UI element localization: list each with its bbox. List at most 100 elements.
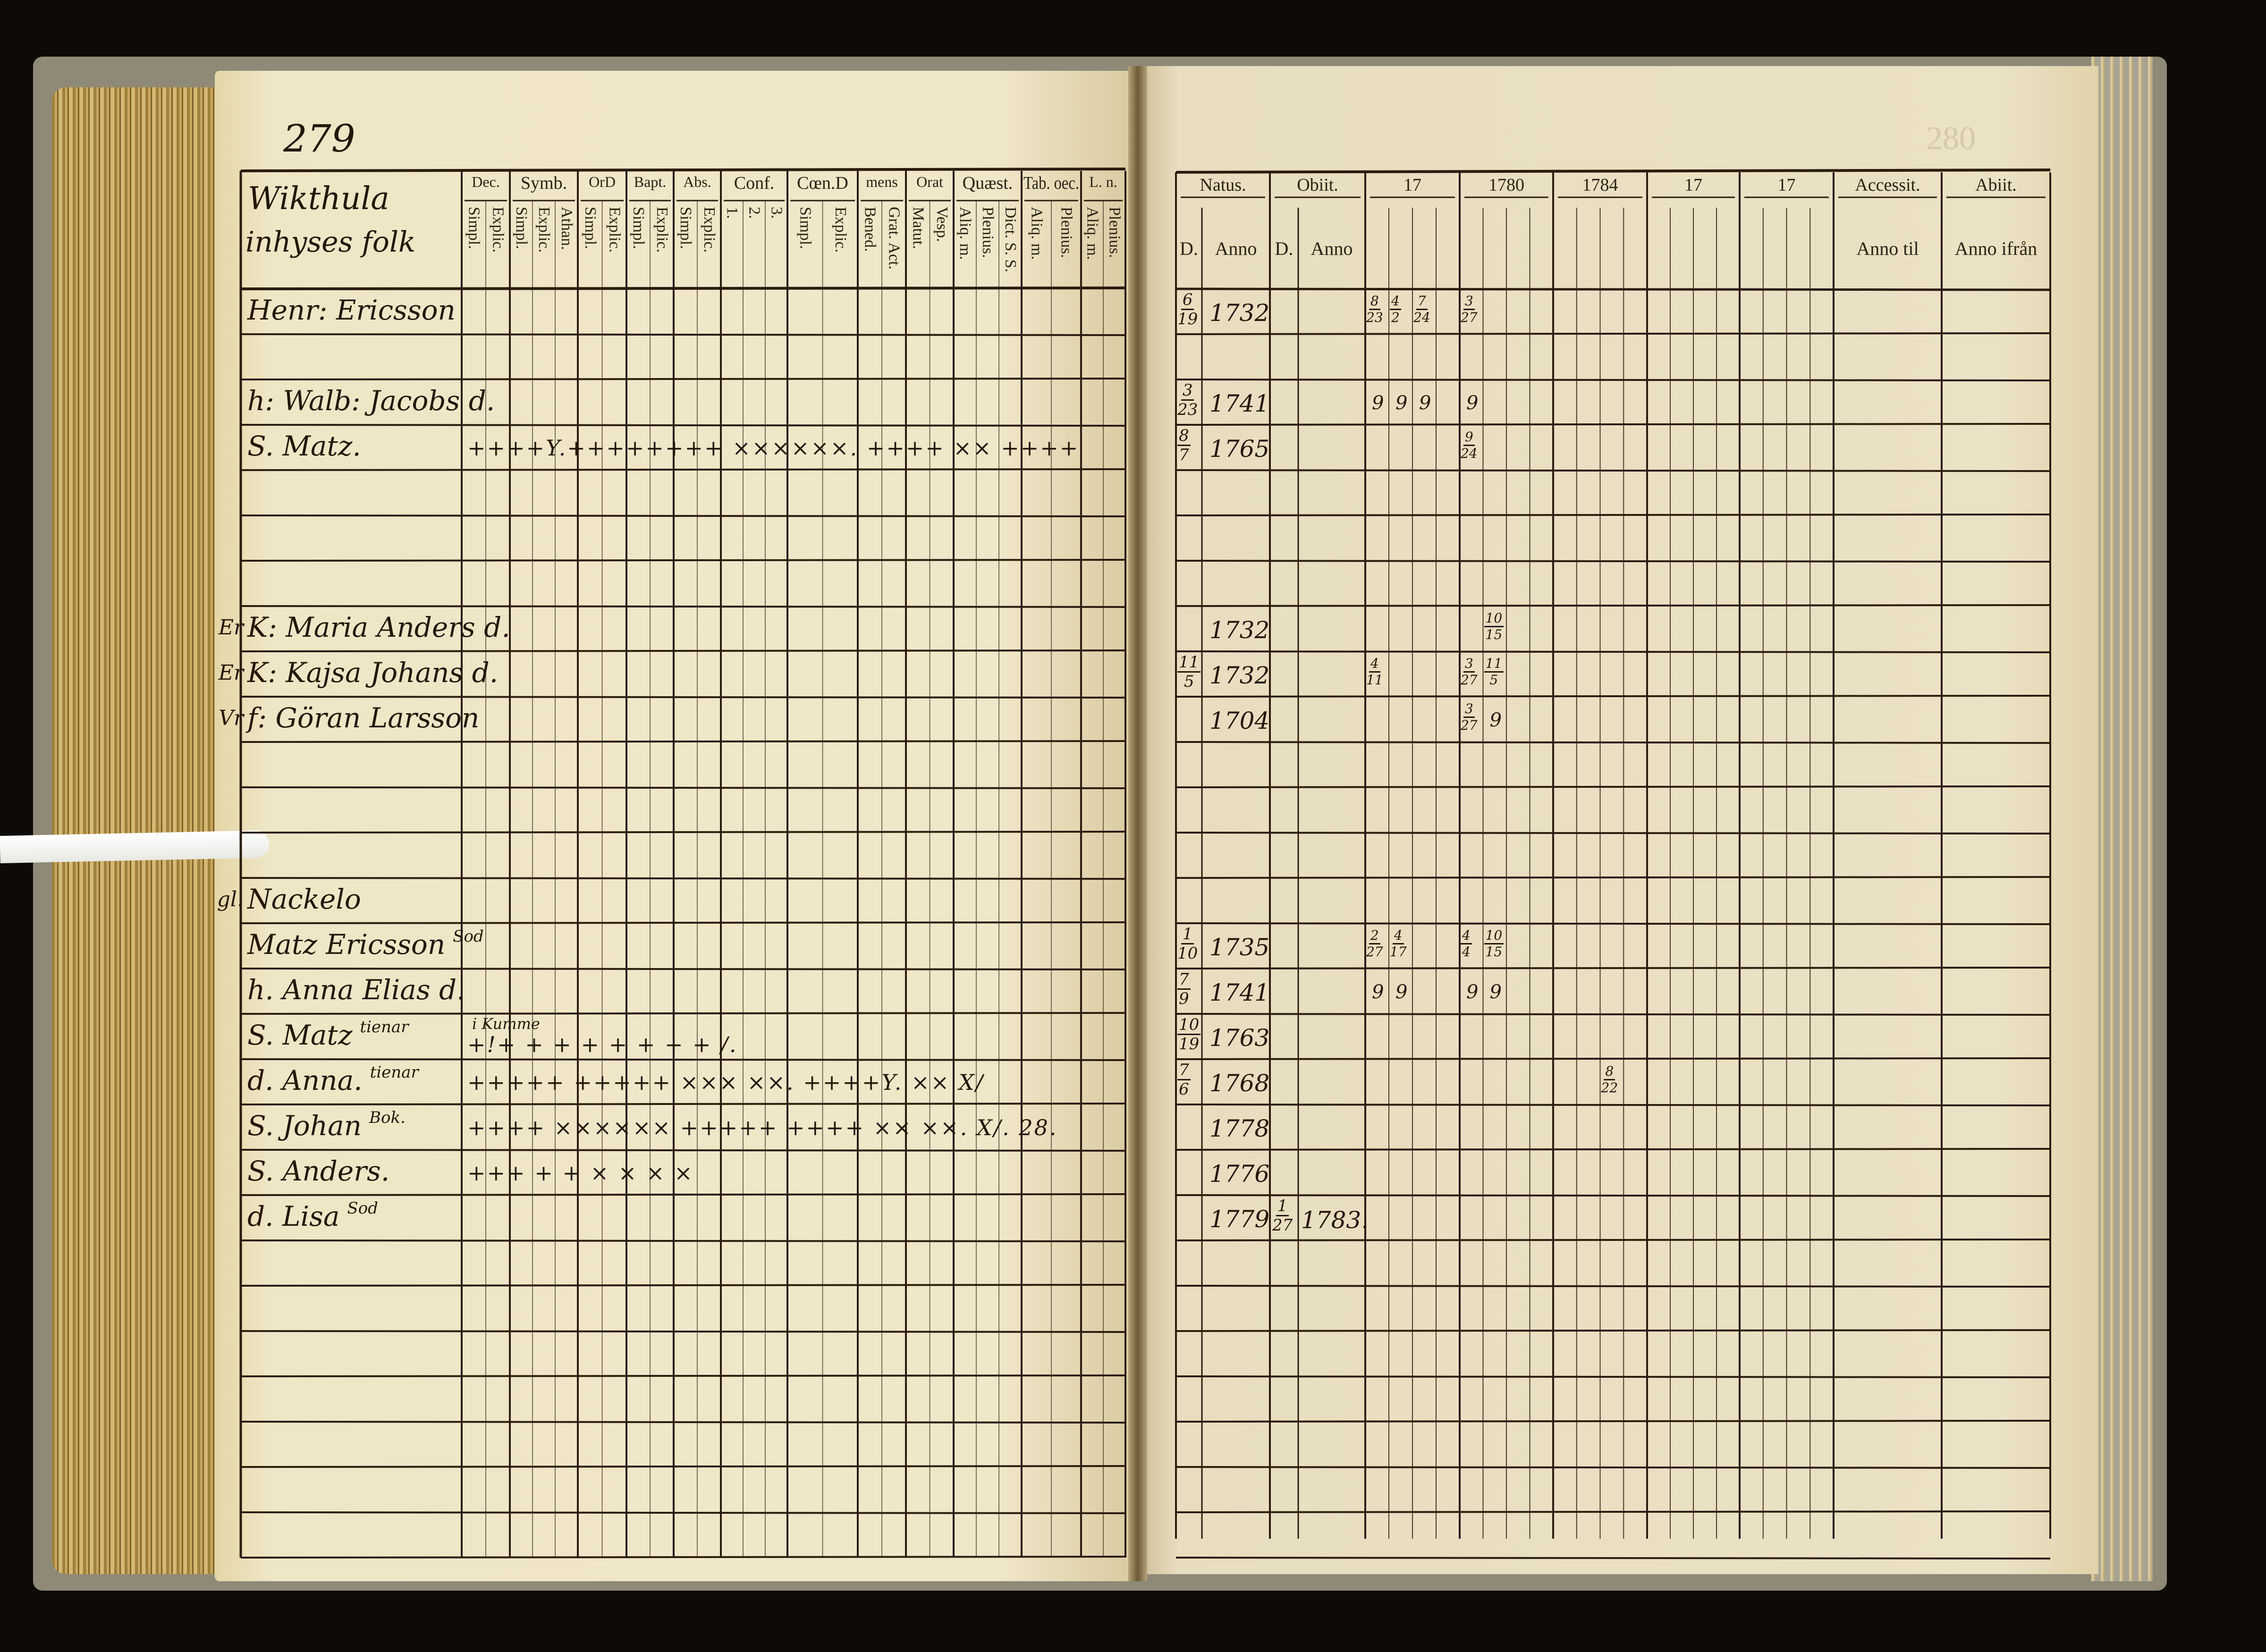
fraction-numerator: 4 <box>1392 929 1404 944</box>
natus-year: 1732 <box>1209 616 1270 644</box>
row-above-note: i Kumme <box>472 1015 540 1033</box>
natus-year: 1741 <box>1209 390 1270 417</box>
header-sub-label: D. <box>1275 238 1294 259</box>
row-rule <box>1175 1013 2051 1016</box>
row-rule <box>1175 604 2051 607</box>
fraction-denominator: 6 <box>1179 1080 1189 1099</box>
row-rule <box>240 1193 1126 1196</box>
header-0: Dec. <box>472 173 500 190</box>
register-entry: S. Matz. <box>247 431 361 462</box>
row-margin-note: Er <box>218 615 244 640</box>
header-sub-label: Dict. S. S. <box>1002 207 1019 272</box>
natus-year: 1776 <box>1209 1160 1270 1188</box>
header-sub-label: Aliq. m. <box>1028 207 1046 260</box>
row-rule <box>240 559 1126 562</box>
header-sub-label: 1. <box>723 207 741 219</box>
natus-year: 1765 <box>1209 435 1270 463</box>
fraction-numerator: 3 <box>1181 382 1194 401</box>
row-rule <box>1175 1194 2051 1197</box>
header-sub-label: Simpl. <box>513 207 530 249</box>
year-entry-date: 10 15 <box>1484 612 1504 641</box>
row-rule <box>240 1511 1126 1514</box>
register-name: d. Anna. <box>247 1064 363 1096</box>
row-rule <box>240 1012 1126 1015</box>
header-sub-label: Vesp. <box>933 207 951 242</box>
year-entry-mark: 9 <box>1466 392 1479 414</box>
row-rule <box>1175 741 2051 744</box>
header-10: Tab. oec. <box>1023 173 1079 193</box>
natus-day: 6 19 <box>1177 292 1198 327</box>
year-entry-mark: 9 <box>1395 392 1408 414</box>
header-6: 17 <box>1777 175 1796 195</box>
fraction-numerator: 10 <box>1177 1017 1201 1035</box>
natus-year: 1768 <box>1209 1070 1270 1097</box>
header-sub-label: Explic. <box>489 207 507 253</box>
row-rule <box>1175 967 2051 969</box>
row-rule <box>1175 423 2051 426</box>
header-sub-label: Simpl. <box>465 207 483 249</box>
header-sub-label: Simpl. <box>630 207 647 249</box>
header-sub-label: Matut. <box>909 207 927 249</box>
fraction-numerator: 10 <box>1484 929 1504 944</box>
year-entry-mark: 9 <box>1372 392 1384 414</box>
natus-year: 1778 <box>1209 1115 1270 1142</box>
row-rule <box>240 740 1126 743</box>
register-entry: d. Anna. tienar <box>247 1063 419 1096</box>
fraction-denominator: 15 <box>1485 627 1503 642</box>
header-2: 17 <box>1404 175 1421 195</box>
register-entry: f: Göran Larsson <box>247 703 479 733</box>
page-edges <box>52 87 222 1574</box>
header-sub-label: D. <box>1180 238 1198 259</box>
row-note: Sod <box>453 927 484 946</box>
natus-day: 1 10 <box>1177 926 1198 961</box>
fraction-denominator: 17 <box>1390 944 1407 960</box>
register-entry: S. Matz tienar <box>247 1018 409 1051</box>
fraction-denominator: 27 <box>1461 310 1478 325</box>
row-rule <box>1175 1420 2051 1423</box>
register-entry: d. Lisa Sod <box>247 1199 378 1232</box>
register-name: S. Matz <box>247 1019 353 1051</box>
register-entry: S. Anders. <box>247 1156 389 1187</box>
fraction-numerator: 1 <box>1181 926 1194 944</box>
header-sub-label: 2. <box>745 207 763 219</box>
village-subtitle: inhyses folk <box>245 226 416 259</box>
fraction-numerator: 1 <box>1276 1198 1289 1216</box>
header-0: Natus. <box>1200 175 1246 195</box>
row-note: tienar <box>360 1018 409 1037</box>
book-gutter <box>1128 66 1147 1581</box>
fraction-denominator: 24 <box>1461 446 1478 461</box>
row-margin-note: Er <box>218 661 244 685</box>
fraction-denominator: 19 <box>1177 310 1198 329</box>
year-entry-mark: 9 <box>1489 709 1502 731</box>
row-rule <box>240 1421 1126 1424</box>
year-entry-date: 3 27 <box>1461 657 1478 687</box>
row-note: tienar <box>370 1063 419 1082</box>
fraction-numerator: 7 <box>1177 1062 1191 1080</box>
fraction-denominator: 27 <box>1366 944 1383 960</box>
row-rule <box>240 605 1126 608</box>
fraction-numerator: 9 <box>1463 430 1475 446</box>
natus-year: 1735 <box>1209 934 1270 961</box>
register-entry: Matz Ericsson Sod <box>247 927 484 960</box>
header-sub-label: Aliq. m. <box>956 207 974 260</box>
header-top-rule <box>240 168 1126 172</box>
fraction-denominator: 10 <box>1177 944 1198 963</box>
row-rule <box>1175 1285 2051 1288</box>
year-entry-date: 8 23 <box>1366 295 1383 324</box>
row-rule <box>240 831 1126 834</box>
row-rule <box>240 1149 1126 1152</box>
row-margin-note: Vr <box>219 706 244 730</box>
row-rule <box>1175 560 2051 563</box>
row-note: Bok. <box>369 1108 406 1127</box>
natus-year: 1779 <box>1209 1205 1270 1233</box>
register-name: S. Anders. <box>247 1155 390 1187</box>
page-number-right: 280 <box>1926 120 1976 157</box>
register-entry: Nackelo <box>247 884 361 915</box>
header-sub-label: Explic. <box>701 207 718 253</box>
register-entry: K: Kajsa Johans d. <box>247 657 498 688</box>
fraction-numerator: 3 <box>1463 657 1475 673</box>
